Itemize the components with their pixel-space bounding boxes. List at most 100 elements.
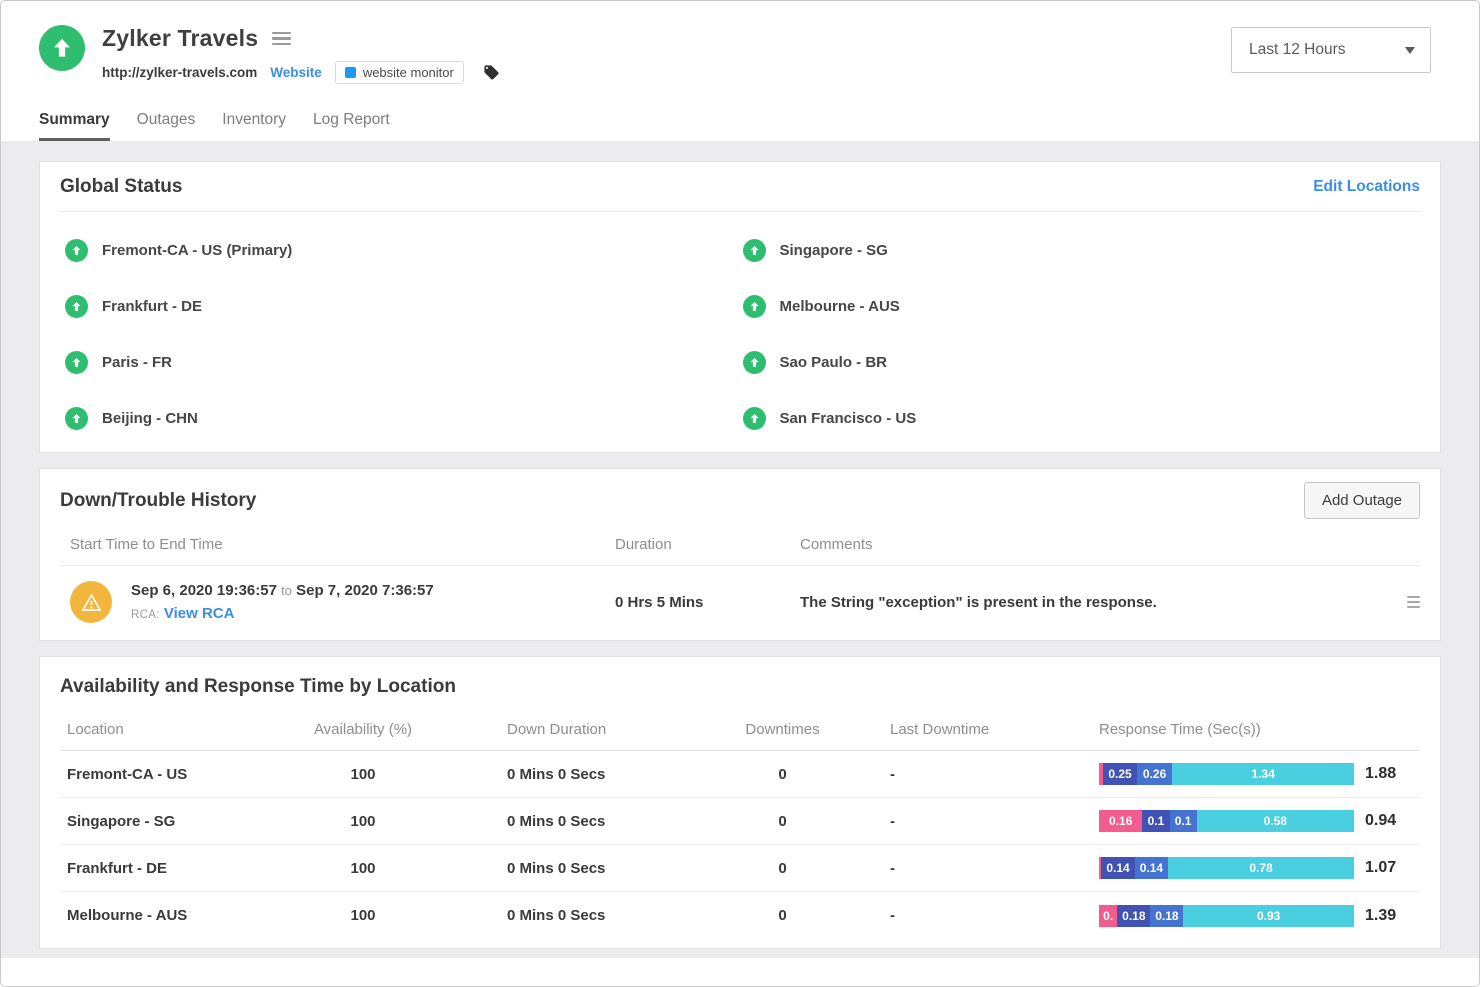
table-row: Frankfurt - DE 100 0 Mins 0 Secs 0 - 0.1…: [60, 845, 1420, 892]
response-time-segment: 0.78: [1168, 857, 1354, 879]
cell-last-downtime: -: [890, 765, 895, 783]
response-time-segment: [1099, 857, 1102, 879]
website-link[interactable]: Website: [270, 65, 322, 80]
location-status-item: San Francisco - US: [742, 390, 1421, 446]
response-time-segment: 0.: [1099, 904, 1118, 927]
response-time-segment: [1099, 763, 1104, 785]
cell-down-duration: 0 Mins 0 Secs: [507, 859, 606, 877]
summary-content: Global Status Edit Locations Fremont-CA …: [1, 141, 1479, 958]
response-time-segment: 0.93: [1183, 904, 1354, 927]
table-row: Melbourne - AUS 100 0 Mins 0 Secs 0 - 0.…: [60, 892, 1420, 939]
location-status-item: Frankfurt - DE: [65, 278, 743, 334]
view-rca-link[interactable]: View RCA: [163, 605, 235, 622]
cell-location: Frankfurt - DE: [67, 859, 168, 877]
availability-title: Availability and Response Time by Locati…: [60, 675, 456, 697]
response-time-segment: 0.58: [1196, 810, 1354, 832]
response-time-total: 1.39: [1365, 906, 1397, 924]
col-availability: Availability (%): [313, 721, 413, 738]
location-name: Fremont-CA - US (Primary): [102, 241, 293, 259]
down-history-column-headers: Start Time to End Time Duration Comments: [60, 523, 1420, 566]
response-time-segment: 0.14: [1101, 857, 1135, 879]
cell-down-duration: 0 Mins 0 Secs: [507, 812, 606, 830]
monitor-url: http://zylker-travels.com: [102, 65, 258, 80]
cell-response-time: 0.25 0.26 1.34 1.88: [1075, 763, 1420, 785]
status-up-icon: [742, 350, 766, 374]
tab-outages[interactable]: Outages: [136, 111, 196, 128]
cell-downtimes: 0: [778, 907, 787, 924]
location-name: Melbourne - AUS: [779, 297, 900, 315]
global-status-title: Global Status: [60, 175, 183, 197]
add-outage-button[interactable]: Add Outage: [1303, 482, 1420, 519]
outage-duration: 0 Hrs 5 Mins: [615, 593, 704, 611]
col-downtimes: Downtimes: [745, 721, 820, 738]
cell-down-duration: 0 Mins 0 Secs: [507, 907, 606, 924]
location-name: Beijing - CHN: [102, 409, 198, 427]
response-time-total: 1.88: [1365, 765, 1397, 782]
col-comments: Comments: [800, 536, 873, 553]
location-name: Frankfurt - DE: [102, 297, 203, 315]
edit-locations-link[interactable]: Edit Locations: [1313, 177, 1420, 195]
col-location: Location: [67, 721, 124, 738]
cell-last-downtime: -: [890, 907, 895, 924]
location-name: Singapore - SG: [779, 241, 888, 259]
location-name: San Francisco - US: [779, 409, 917, 427]
cell-location: Melbourne - AUS: [67, 907, 188, 924]
cell-response-time: 0. 0.18 0.18 0.93 1.39: [1075, 904, 1420, 927]
cell-last-downtime: -: [890, 859, 895, 877]
col-duration: Duration: [615, 536, 672, 553]
table-row: Singapore - SG 100 0 Mins 0 Secs 0 - 0.1…: [60, 798, 1420, 845]
status-up-icon: [742, 294, 766, 318]
availability-panel: Availability and Response Time by Locati…: [39, 656, 1441, 949]
location-status-item: Fremont-CA - US (Primary): [65, 222, 743, 278]
col-last-downtime: Last Downtime: [890, 721, 990, 738]
badge-label: website monitor: [362, 65, 454, 80]
response-time-total: 0.94: [1365, 812, 1397, 829]
status-up-icon: [65, 406, 88, 430]
response-time-segment: 0.1: [1142, 810, 1170, 832]
outage-row: Sep 6, 2020 19:36:57 to Sep 7, 2020 7:36…: [60, 566, 1420, 640]
cell-location: Singapore - SG: [67, 812, 176, 830]
outage-row-menu-icon[interactable]: [1407, 596, 1420, 608]
response-time-bar: 0.16 0.1 0.1 0.58: [1099, 810, 1354, 832]
status-up-icon: [65, 350, 88, 374]
location-status-item: Singapore - SG: [742, 222, 1421, 278]
outage-time-range: Sep 6, 2020 19:36:57 to Sep 7, 2020 7:36…: [131, 582, 434, 599]
tab-bar: Summary Outages Inventory Log Report: [39, 111, 390, 141]
table-row: Fremont-CA - US 100 0 Mins 0 Secs 0 - 0.…: [60, 751, 1420, 798]
cell-down-duration: 0 Mins 0 Secs: [507, 765, 606, 783]
cell-availability: 100: [350, 765, 376, 783]
monitor-header: Zylker Travels http://zylker-travels.com…: [1, 1, 1479, 141]
location-name: Sao Paulo - BR: [779, 353, 888, 371]
badge-square-icon: [344, 67, 356, 78]
tab-inventory[interactable]: Inventory: [222, 111, 287, 128]
response-time-segment: 0.26: [1136, 763, 1173, 785]
monitor-menu-icon[interactable]: [272, 31, 292, 46]
cell-availability: 100: [350, 812, 376, 830]
location-status-item: Paris - FR: [65, 334, 743, 390]
location-status-item: Sao Paulo - BR: [742, 334, 1421, 390]
tab-summary[interactable]: Summary: [39, 111, 110, 141]
cell-downtimes: 0: [778, 812, 787, 830]
tag-icon[interactable]: [483, 64, 500, 81]
response-time-segment: 0.14: [1134, 857, 1169, 879]
monitor-status-up-icon: [39, 25, 85, 71]
global-status-panel: Global Status Edit Locations Fremont-CA …: [39, 161, 1441, 453]
cell-location: Fremont-CA - US: [67, 765, 188, 783]
status-up-icon: [742, 238, 766, 262]
locations-column-right: Singapore - SG Melbourne - AUS Sao Paulo…: [742, 222, 1421, 446]
time-range-dropdown[interactable]: Last 12 Hours: [1231, 27, 1431, 73]
availability-column-headers: Location Availability (%) Down Duration …: [60, 707, 1420, 751]
response-time-total: 1.07: [1365, 859, 1397, 876]
tab-log-report[interactable]: Log Report: [313, 111, 390, 128]
cell-response-time: 0.14 0.14 0.78 1.07: [1075, 857, 1420, 879]
page-title: Zylker Travels: [102, 25, 259, 51]
trouble-warning-icon: [70, 581, 112, 623]
response-time-bar: 0.25 0.26 1.34: [1099, 763, 1354, 785]
monitor-type-badge[interactable]: website monitor: [334, 61, 464, 84]
col-down-duration: Down Duration: [507, 721, 607, 738]
col-response-time: Response Time (Sec(s)): [1099, 721, 1261, 738]
cell-availability: 100: [350, 859, 376, 877]
location-name: Paris - FR: [102, 353, 173, 371]
cell-availability: 100: [350, 907, 376, 924]
col-start-end-time: Start Time to End Time: [70, 536, 223, 553]
